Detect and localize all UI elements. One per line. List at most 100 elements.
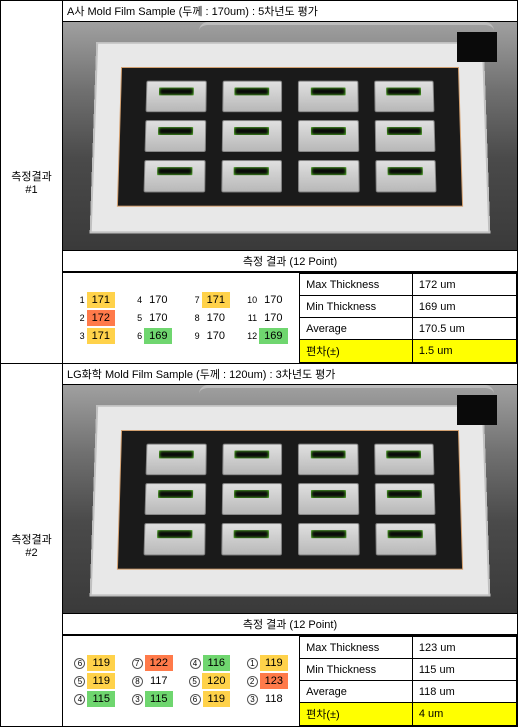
sensor-device [298, 444, 358, 475]
section-label: 측정결과#1 [1, 1, 63, 364]
measurement-photo [63, 22, 517, 250]
heatmap-value: 120 [202, 673, 230, 689]
section-label-line2: #1 [5, 184, 58, 196]
sensor-device [146, 444, 207, 475]
photo-caption: 측정 결과 (12 Point) [63, 613, 517, 634]
sensor-device [221, 483, 282, 515]
heatmap-cell: 9170 [182, 328, 238, 344]
sensor-device [221, 523, 282, 555]
sensor-device [146, 81, 207, 112]
sensor-device [221, 120, 282, 152]
heatmap-cell: 7171 [182, 292, 238, 308]
sensor-device [374, 81, 435, 112]
heatmap-value: 119 [87, 673, 115, 689]
heatmap-index: 6 [74, 658, 85, 669]
heatmap-index: 7 [190, 295, 200, 305]
photo-caption: 측정 결과 (12 Point) [63, 250, 517, 271]
cable-bundle [199, 22, 494, 40]
section-label: 측정결과#2 [1, 364, 63, 727]
fixture-plate [90, 42, 491, 234]
stats-value: 115 um [412, 659, 516, 681]
stats-label: Average [300, 681, 413, 703]
section-header: LG화학 Mold Film Sample (두께 : 120um) : 3차년… [63, 364, 517, 385]
heatmap-cell: 12169 [240, 328, 296, 344]
sensor-device [298, 483, 359, 515]
heatmap-index: 6 [132, 331, 142, 341]
heatmap-index: 5 [189, 676, 200, 687]
heatmap-index: 8 [190, 313, 200, 323]
heatmap-value: 115 [87, 691, 115, 707]
heatmap-cell: 3118 [240, 691, 296, 707]
stats-label: Min Thickness [300, 296, 413, 318]
sensor-grid [144, 444, 437, 556]
heatmap-cell: 4115 [67, 691, 123, 707]
stats-row: Max Thickness123 um [300, 637, 517, 659]
heatmap-cell: 5120 [182, 673, 238, 689]
stats-value: 123 um [412, 637, 516, 659]
sensor-device [145, 120, 206, 152]
sensor-device [374, 483, 435, 515]
heatmap-index: 3 [75, 331, 85, 341]
heatmap-cell: 2123 [240, 673, 296, 689]
results-row: 1171417071711017021725170817011170317161… [63, 272, 517, 363]
heatmap-index: 1 [75, 295, 85, 305]
sensor-device [298, 81, 358, 112]
sensor-device [221, 160, 282, 192]
heatmap-index: 7 [132, 658, 143, 669]
heatmap-value: 171 [87, 328, 115, 344]
result-table: 측정결과#1A사 Mold Film Sample (두께 : 170um) :… [0, 0, 518, 727]
heatmap-value: 123 [260, 673, 288, 689]
heatmap-cell: 8117 [125, 673, 181, 689]
stats-row: 편차(±)1.5 um [300, 340, 517, 363]
heatmap-value: 169 [259, 328, 287, 344]
stats-label: Min Thickness [300, 659, 413, 681]
heatmap-value: 119 [203, 691, 231, 707]
sensor-device [374, 444, 435, 475]
heatmap-index: 4 [74, 694, 85, 705]
heatmap-value: 117 [145, 673, 173, 689]
heatmap-cell: 6119 [182, 691, 238, 707]
heatmap-value: 170 [144, 292, 172, 308]
section-label-line2: #2 [5, 547, 58, 559]
heatmap-cell: 3115 [125, 691, 181, 707]
section-label-line1: 측정결과 [5, 531, 58, 547]
heatmap-index: 5 [74, 676, 85, 687]
stats-label: Average [300, 318, 413, 340]
heatmap-value: 116 [203, 655, 231, 671]
section-header: A사 Mold Film Sample (두께 : 170um) : 5차년도 … [63, 1, 517, 22]
heatmap-cell: 5170 [125, 310, 181, 326]
heatmap-cell: 1119 [240, 655, 296, 671]
sensor-device [145, 483, 206, 515]
stats-row: Min Thickness169 um [300, 296, 517, 318]
heatmap-cell: 3171 [67, 328, 123, 344]
heatmap-index: 9 [190, 331, 200, 341]
heatmap-cell: 6169 [125, 328, 181, 344]
sensor-device [374, 120, 435, 152]
heatmap-cell: 5119 [67, 673, 123, 689]
connector-block [457, 32, 497, 62]
sensor-device [144, 160, 206, 192]
heatmap-index: 5 [132, 313, 142, 323]
sensor-device [298, 523, 359, 555]
measurement-photo [63, 385, 517, 613]
heatmap-cell: 1171 [67, 292, 123, 308]
stats-value: 172 um [412, 274, 516, 296]
fixture-plate [90, 405, 491, 597]
section-label-line1: 측정결과 [5, 168, 58, 184]
stats-table: Max Thickness172 umMin Thickness169 umAv… [299, 273, 517, 363]
sensor-grid [144, 81, 437, 193]
heatmap-index: 3 [247, 694, 258, 705]
sensor-device [375, 523, 437, 555]
heatmap-grid: 1171417071711017021725170817011170317161… [63, 273, 299, 363]
results-row: 6119712241161119511981175120212341153115… [63, 635, 517, 726]
heatmap-value: 169 [144, 328, 172, 344]
heatmap-index: 4 [132, 295, 142, 305]
heatmap-value: 122 [145, 655, 173, 671]
heatmap-value: 118 [260, 691, 288, 707]
heatmap-value: 170 [259, 310, 287, 326]
stats-label: 편차(±) [300, 703, 413, 726]
stats-row: Average170.5 um [300, 318, 517, 340]
stats-label: Max Thickness [300, 274, 413, 296]
stats-row: Average118 um [300, 681, 517, 703]
sensor-device [298, 160, 359, 192]
